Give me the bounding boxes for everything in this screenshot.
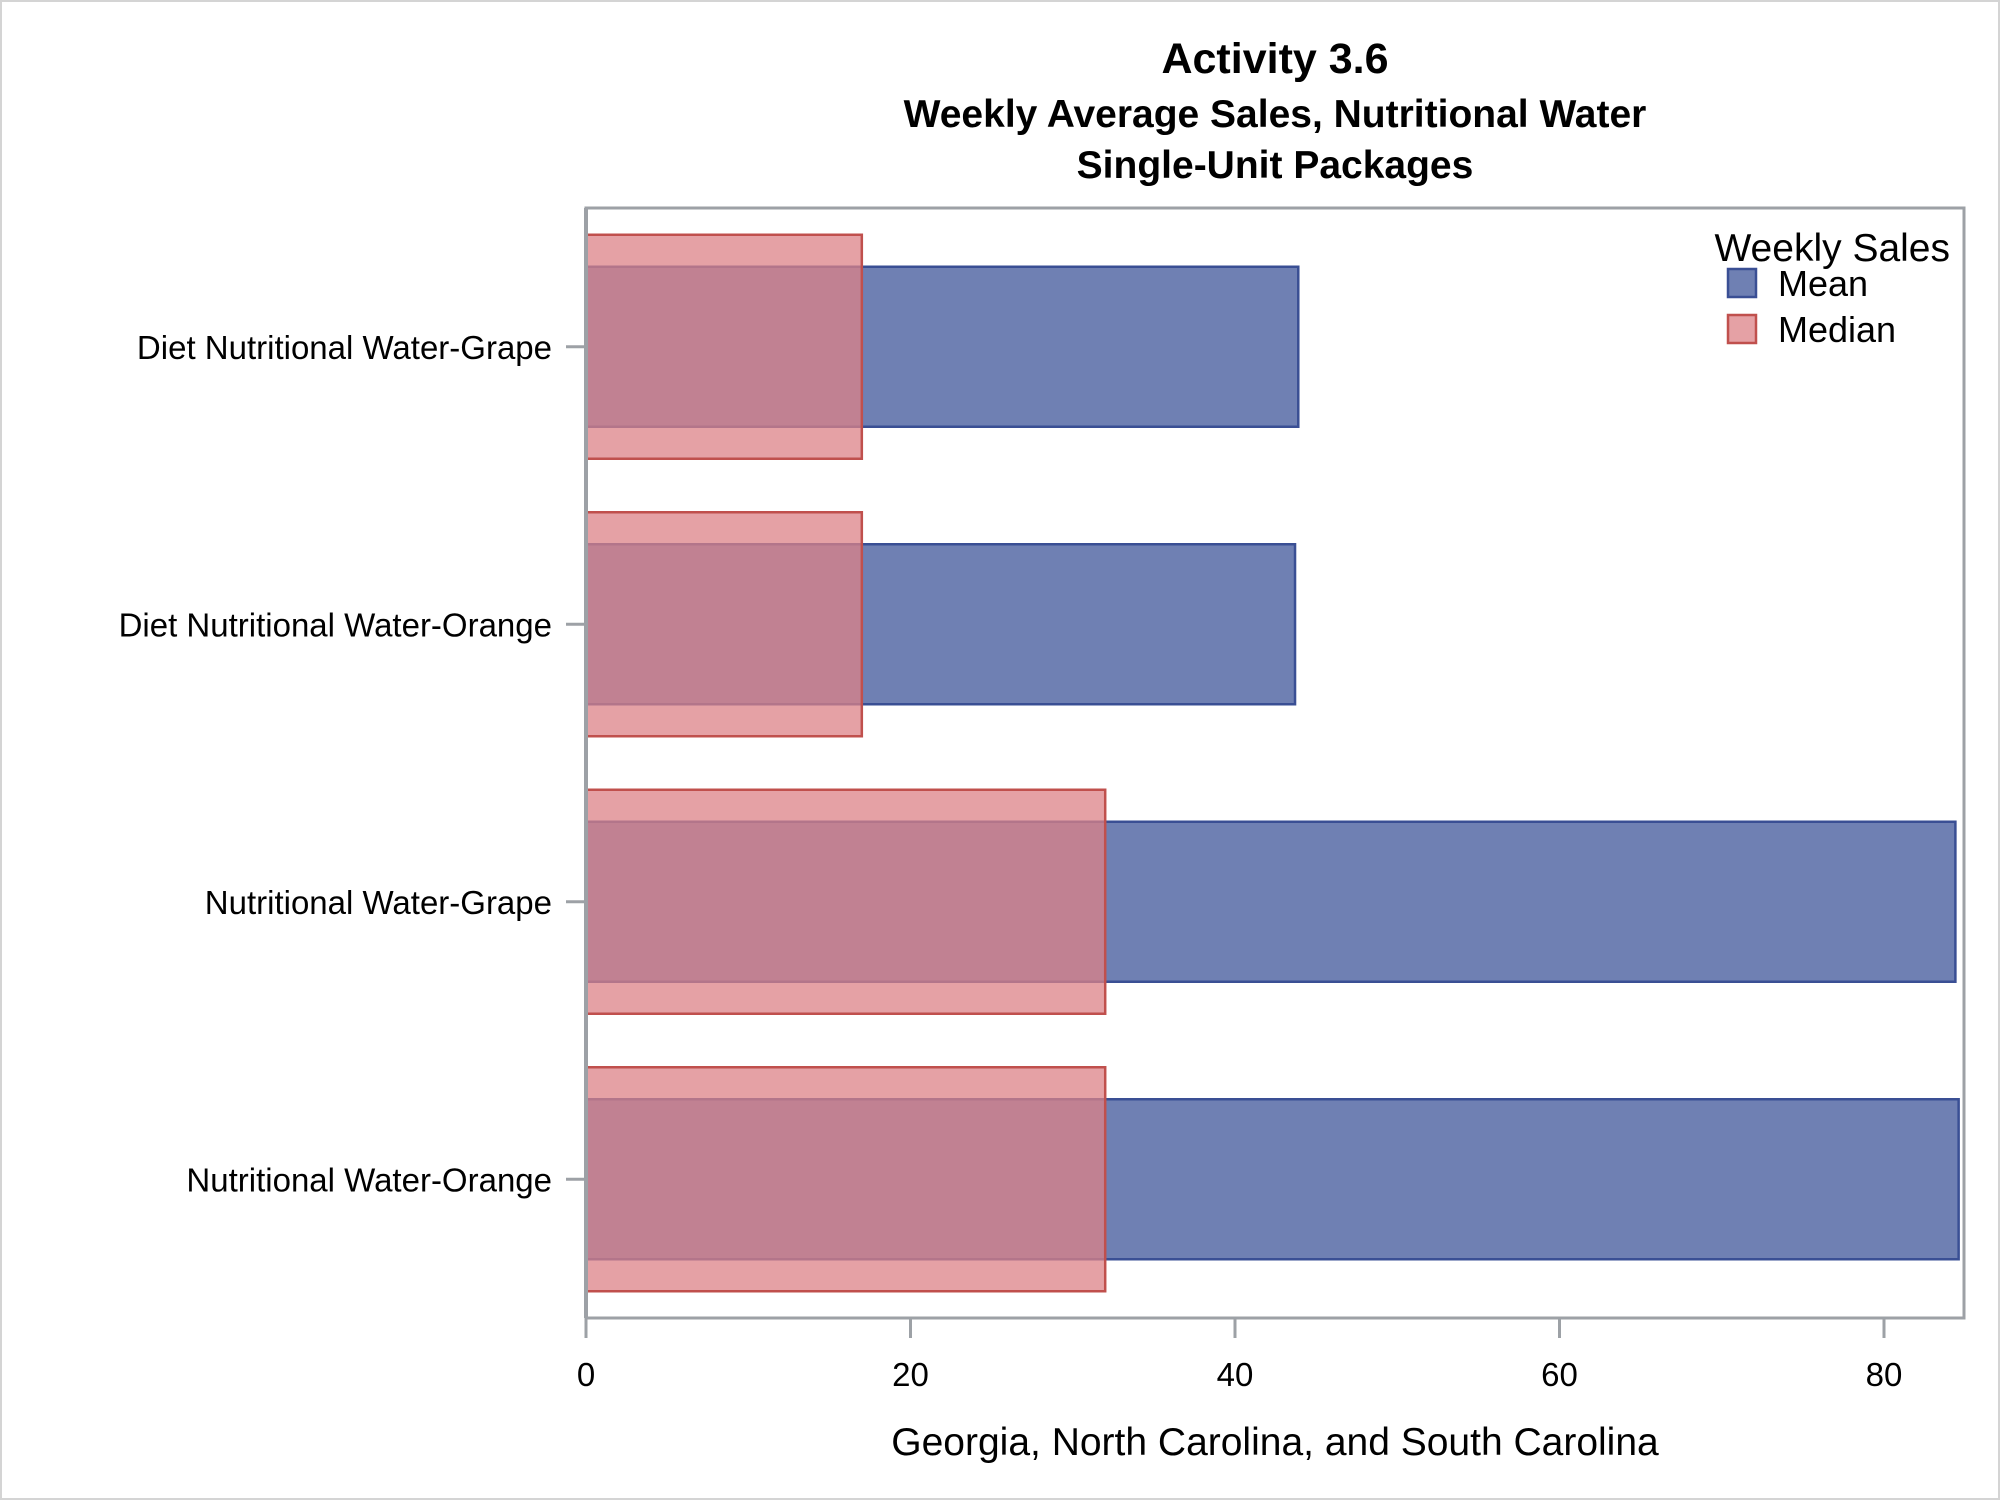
x-tick-label-0: 0: [577, 1356, 595, 1393]
bar-median-0: [584, 233, 864, 460]
x-axis-label: Georgia, North Carolina, and South Carol…: [891, 1421, 1659, 1464]
legend-swatch-mean: [1726, 267, 1758, 299]
y-tick-label-1: Diet Nutritional Water-Orange: [119, 606, 552, 643]
chart-subtitle-line-2: Single-Unit Packages: [1077, 144, 1474, 187]
bar-median-2: [584, 788, 1107, 1015]
y-axis: Diet Nutritional Water-Grape Diet Nutriti…: [119, 329, 586, 1198]
bar-median-3: [584, 1066, 1107, 1293]
y-tick-label-0: Diet Nutritional Water-Grape: [137, 329, 552, 366]
bars-layer: [584, 233, 1960, 1293]
legend: Weekly Sales Mean Median: [1714, 227, 1950, 350]
x-tick-label-1: 20: [892, 1356, 929, 1393]
chart-title: Activity 3.6: [1161, 35, 1388, 83]
x-axis: 0 20 40 60 80: [577, 1318, 1903, 1393]
legend-title: Weekly Sales: [1714, 227, 1950, 270]
x-tick-label-2: 40: [1217, 1356, 1254, 1393]
x-tick-label-4: 80: [1866, 1356, 1903, 1393]
y-tick-label-2: Nutritional Water-Grape: [205, 884, 552, 921]
legend-label-mean: Mean: [1778, 263, 1868, 304]
bar-median-1: [584, 511, 864, 738]
x-tick-label-3: 60: [1541, 1356, 1578, 1393]
legend-label-median: Median: [1778, 309, 1896, 350]
legend-swatch-median: [1726, 313, 1758, 345]
y-tick-label-3: Nutritional Water-Orange: [186, 1161, 552, 1198]
chart-subtitle-line-1: Weekly Average Sales, Nutritional Water: [904, 93, 1647, 136]
